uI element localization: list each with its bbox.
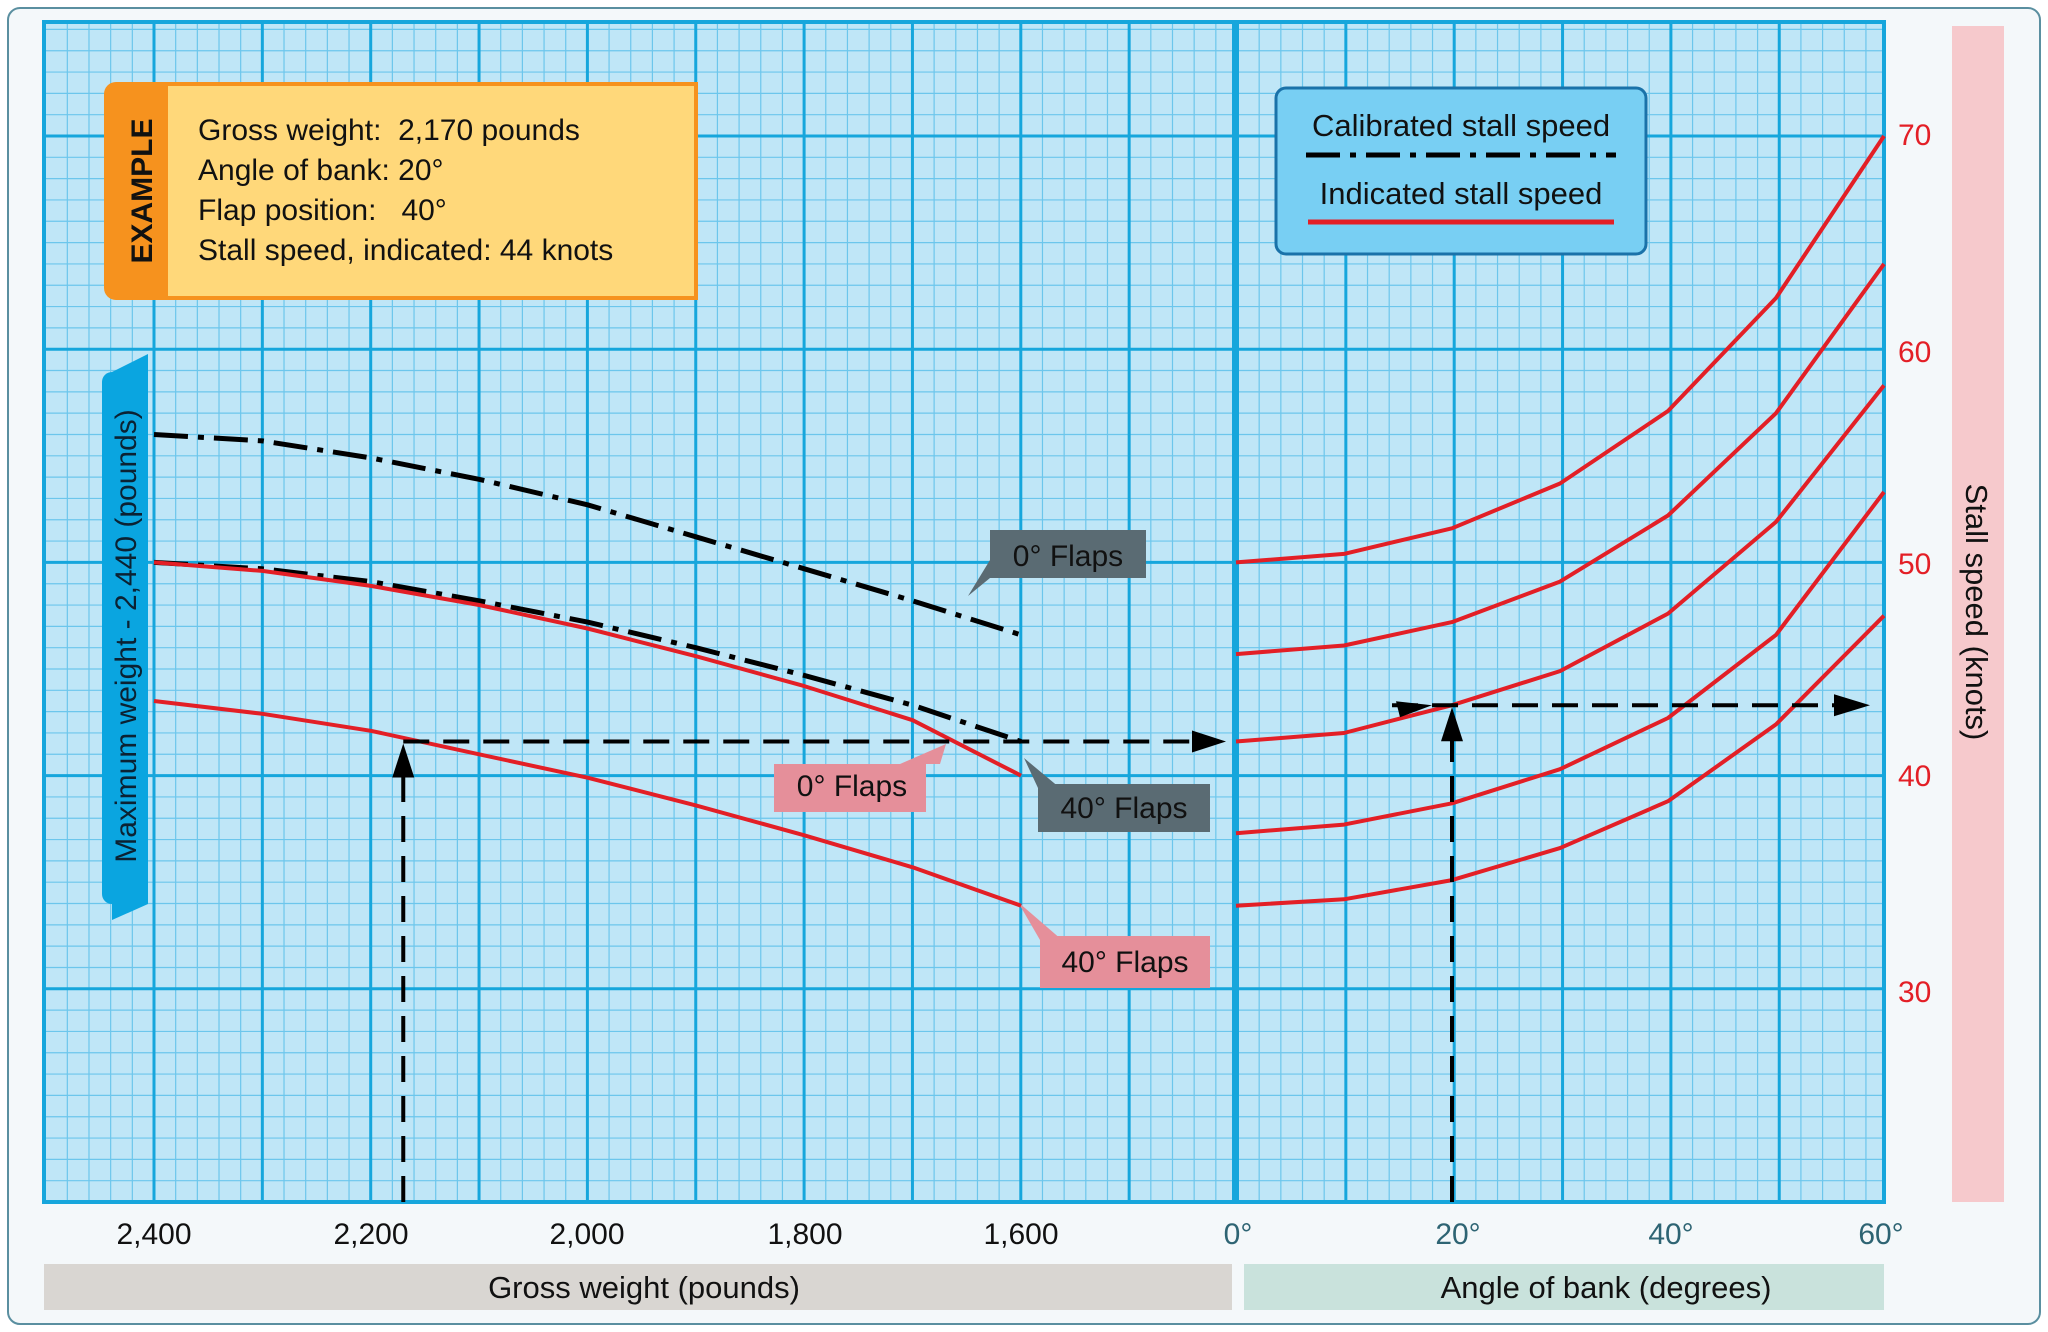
series-line-weight-3 [153, 699, 1022, 908]
max-weight-tab-body [102, 372, 148, 904]
x-tick-label: 40° [1648, 1218, 1693, 1251]
arrowhead-right [1192, 730, 1226, 753]
stall-speed-band [1952, 26, 2004, 1202]
example-line-3: Flap position: 40° [198, 194, 447, 227]
arrowhead-curve [1396, 701, 1432, 718]
arrowhead-up-bank [1441, 707, 1463, 742]
callout-indicated-40-flaps: 40° Flaps [1018, 902, 1210, 988]
callout-label: 40° Flaps [1061, 946, 1188, 979]
y-tick-label: 50 [1898, 548, 1931, 581]
legend-calibrated-label: Calibrated stall speed [1312, 108, 1610, 143]
callout-label: 0° Flaps [797, 770, 907, 803]
callout-label: 0° Flaps [1013, 540, 1123, 573]
callout-box [1038, 784, 1210, 832]
callout-calibrated-0-flaps: 0° Flaps [968, 530, 1146, 596]
max-weight-tab: Maximum weight - 2,440 (pounds) [102, 354, 148, 920]
series-line-weight-0 [153, 432, 1022, 638]
series-line-weight-2 [153, 560, 1022, 778]
example-line-2: Angle of bank: 20° [198, 154, 444, 187]
callout-pointer [900, 744, 946, 764]
x-tick-label: 0° [1224, 1218, 1253, 1251]
series-line-bank-1 [1235, 262, 1886, 657]
bank-angle-band [1244, 1264, 1884, 1310]
x-tick-label: 2,000 [549, 1218, 624, 1251]
series-line-bank-4 [1235, 614, 1886, 908]
y-axis-label: Stall speed (knots) [1959, 484, 1994, 741]
x-tick-label: 20° [1435, 1218, 1480, 1251]
arrowhead-up [392, 743, 415, 778]
callout-calibrated-40-flaps: 40° Flaps [1024, 758, 1210, 832]
max-weight-label: Maximum weight - 2,440 (pounds) [110, 409, 143, 863]
legend-box [1274, 86, 1648, 256]
example-line-1: Gross weight: 2,170 pounds [198, 114, 580, 147]
y-tick-label: 70 [1898, 119, 1931, 152]
series-line-bank-0 [1235, 134, 1886, 565]
legend: Calibrated stall speed Indicated stall s… [1274, 86, 1648, 256]
x-tick-label: 1,600 [983, 1218, 1058, 1251]
x-axis-label-weight: Gross weight (pounds) [488, 1270, 800, 1305]
series-line-weight-1 [153, 559, 1022, 744]
y-tick-labels: 70 60 50 40 30 [1898, 119, 1931, 1009]
example-box: EXAMPLE Gross weight: 2,170 pounds Angle… [104, 82, 698, 300]
y-tick-label: 60 [1898, 336, 1931, 369]
y-tick-label: 30 [1898, 976, 1931, 1009]
arrowhead-right-bank [1834, 694, 1870, 717]
series-layer [153, 134, 1886, 908]
x-tick-label: 60° [1858, 1218, 1903, 1251]
callout-box [774, 764, 926, 812]
gross-weight-band [44, 1264, 1232, 1310]
series-line-bank-3 [1235, 490, 1886, 836]
example-path-layer [392, 694, 1870, 1202]
example-tag: EXAMPLE [126, 118, 159, 263]
x-axis-label-bank: Angle of bank (degrees) [1441, 1270, 1772, 1305]
x-tick-label: 2,400 [116, 1218, 191, 1251]
x-tick-labels-weight: 2,400 2,200 2,000 1,800 1,600 [116, 1218, 1058, 1251]
callout-label: 40° Flaps [1060, 792, 1187, 825]
x-tick-labels-bank: 0° 20° 40° 60° [1224, 1218, 1904, 1251]
callout-pointer [1024, 758, 1060, 788]
callout-box [990, 530, 1146, 578]
y-tick-label: 40 [1898, 760, 1931, 793]
plot-border [42, 20, 1886, 1204]
legend-indicated-label: Indicated stall speed [1320, 176, 1603, 211]
x-tick-label: 1,800 [767, 1218, 842, 1251]
callout-pointer [1018, 902, 1062, 940]
example-body [164, 82, 698, 300]
example-line-4: Stall speed, indicated: 44 knots [198, 234, 613, 267]
x-tick-label: 2,200 [333, 1218, 408, 1251]
callout-box [1040, 936, 1210, 988]
series-line-bank-2 [1235, 384, 1886, 744]
callout-indicated-0-flaps: 0° Flaps [774, 744, 946, 812]
